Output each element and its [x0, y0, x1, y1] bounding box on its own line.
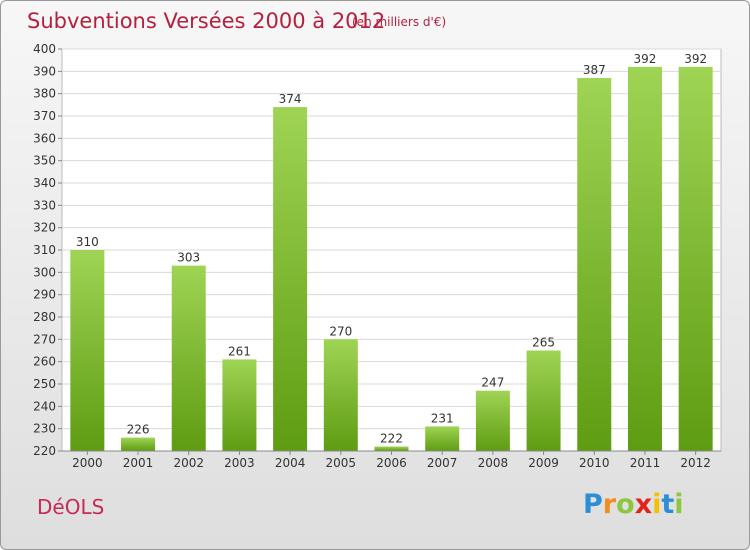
x-tick-label: 2003: [224, 456, 255, 470]
bar-value-label: 231: [431, 411, 454, 425]
x-tick-label: 2010: [579, 456, 610, 470]
x-tick-label: 2006: [376, 456, 407, 470]
bar: [627, 66, 662, 451]
bar-value-label: 303: [177, 251, 200, 265]
x-tick-label: 2012: [680, 456, 711, 470]
chart-subtitle: (en milliers d'€): [352, 15, 447, 29]
bar: [577, 78, 612, 452]
bar-value-label: 222: [380, 432, 403, 446]
y-tick-label: 240: [33, 399, 56, 413]
bar: [273, 107, 308, 452]
y-tick-label: 330: [33, 198, 56, 212]
bar-value-label: 310: [76, 235, 99, 249]
chart-title: Subventions Versées 2000 à 2012: [27, 9, 386, 33]
y-tick-label: 370: [33, 109, 56, 123]
x-tick-label: 2000: [72, 456, 103, 470]
y-tick-label: 380: [33, 87, 56, 101]
y-tick-label: 220: [33, 444, 56, 458]
y-tick-label: 250: [33, 377, 56, 391]
y-tick-label: 360: [33, 131, 56, 145]
bar: [425, 426, 460, 451]
bar: [475, 390, 510, 451]
bar: [374, 446, 409, 451]
logo-letter: t: [661, 489, 675, 520]
logo-letter: i: [652, 489, 662, 520]
logo-letter: x: [634, 489, 653, 520]
bar-value-label: 226: [127, 423, 150, 437]
logo-letter: P: [583, 489, 603, 520]
bar-value-label: 270: [329, 324, 352, 338]
y-tick-label: 260: [33, 355, 56, 369]
logo-letter: r: [602, 489, 617, 520]
logo-letter: i: [674, 489, 684, 520]
logo-letter: o: [616, 489, 635, 520]
bar-value-label: 261: [228, 344, 251, 358]
y-tick-label: 280: [33, 310, 56, 324]
x-tick-label: 2002: [173, 456, 204, 470]
y-tick-label: 340: [33, 176, 56, 190]
bar: [323, 339, 358, 451]
y-tick-label: 400: [33, 42, 56, 56]
y-tick-label: 310: [33, 243, 56, 257]
y-tick-label: 290: [33, 288, 56, 302]
bar: [70, 250, 105, 451]
y-tick-label: 300: [33, 265, 56, 279]
y-tick-label: 230: [33, 422, 56, 436]
bar-value-label: 392: [684, 52, 707, 66]
y-tick-label: 270: [33, 332, 56, 346]
bar: [171, 265, 206, 451]
y-tick-label: 320: [33, 221, 56, 235]
x-tick-label: 2005: [326, 456, 357, 470]
y-tick-label: 390: [33, 64, 56, 78]
bar-value-label: 374: [279, 92, 302, 106]
bar-value-label: 265: [532, 336, 555, 350]
bar-value-label: 387: [583, 63, 606, 77]
bar: [222, 359, 257, 451]
x-tick-label: 2011: [630, 456, 661, 470]
x-tick-label: 2001: [123, 456, 154, 470]
bar-value-label: 392: [634, 52, 657, 66]
y-tick-label: 350: [33, 154, 56, 168]
x-tick-label: 2009: [528, 456, 559, 470]
bar: [121, 437, 156, 451]
x-tick-label: 2004: [275, 456, 306, 470]
commune-name: DéOLS: [37, 495, 105, 519]
bar: [678, 66, 713, 451]
bar: [526, 350, 561, 451]
x-tick-label: 2007: [427, 456, 458, 470]
proxiti-logo: Proxiti: [583, 489, 684, 520]
bar-value-label: 247: [481, 376, 504, 390]
x-tick-label: 2008: [478, 456, 509, 470]
